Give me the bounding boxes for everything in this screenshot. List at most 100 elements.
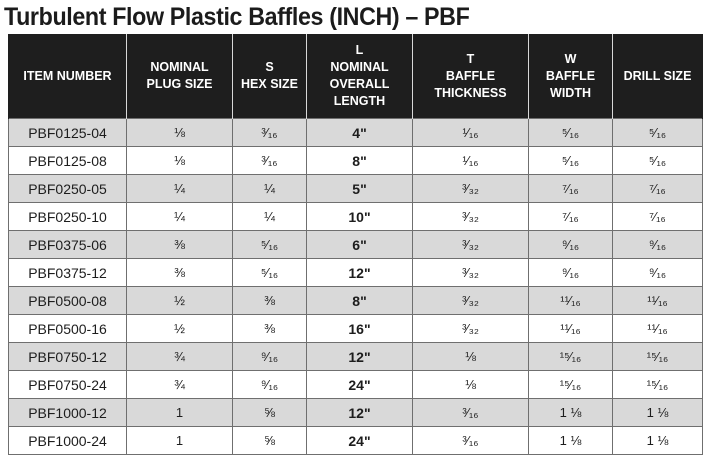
thickness-cell: ³⁄₃₂: [412, 174, 529, 203]
plug-size-cell: ⅛: [126, 118, 233, 147]
plug-size-cell: 1: [126, 426, 233, 455]
thickness-cell: ¹⁄₁₆: [412, 146, 529, 175]
length-cell: 12": [306, 398, 413, 427]
header-line: LENGTH: [333, 94, 386, 108]
header-line: W: [564, 51, 577, 66]
item-number-cell: PBF0250-10: [8, 202, 127, 231]
hex-size-cell: ¼: [232, 202, 307, 231]
length-cell: 24": [306, 426, 413, 455]
length-cell: 4": [306, 118, 413, 147]
plug-size-cell: ⅜: [126, 230, 233, 259]
table-row: PBF0250-10 ¼ ¼ 10" ³⁄₃₂ ⁷⁄₁₆ ⁷⁄₁₆: [8, 202, 703, 231]
hex-size-cell: ³⁄₁₆: [232, 146, 307, 175]
header-line: T: [466, 51, 475, 66]
header-baffle-width: W BAFFLE WIDTH: [528, 34, 613, 119]
plug-size-cell: ¼: [126, 174, 233, 203]
table-row: PBF0375-12 ⅜ ⁵⁄₁₆ 12" ³⁄₃₂ ⁹⁄₁₆ ⁹⁄₁₆: [8, 258, 703, 287]
page-title: Turbulent Flow Plastic Baffles (INCH) – …: [4, 3, 470, 31]
header-line: S: [265, 60, 274, 74]
plug-size-cell: 1: [126, 398, 233, 427]
item-number-cell: PBF0750-12: [8, 342, 127, 371]
length-cell: 5": [306, 174, 413, 203]
drill-size-cell: ⁹⁄₁₆: [612, 258, 703, 287]
item-number-cell: PBF0375-12: [8, 258, 127, 287]
item-number-cell: PBF1000-24: [8, 426, 127, 455]
table-row: PBF0375-06 ⅜ ⁵⁄₁₆ 6" ³⁄₃₂ ⁹⁄₁₆ ⁹⁄₁₆: [8, 230, 703, 259]
thickness-cell: ³⁄₁₆: [412, 398, 529, 427]
hex-size-cell: ⅜: [232, 314, 307, 343]
plug-size-cell: ½: [126, 314, 233, 343]
hex-size-cell: ⅝: [232, 426, 307, 455]
hex-size-cell: ³⁄₁₆: [232, 118, 307, 147]
header-baffle-thickness: T BAFFLE THICKNESS: [412, 34, 529, 119]
length-cell: 16": [306, 314, 413, 343]
header-line: THICKNESS: [434, 85, 507, 100]
length-cell: 8": [306, 286, 413, 315]
width-cell: ¹¹⁄₁₆: [528, 286, 613, 315]
thickness-cell: ³⁄₃₂: [412, 286, 529, 315]
hex-size-cell: ⁹⁄₁₆: [232, 342, 307, 371]
item-number-cell: PBF0250-05: [8, 174, 127, 203]
plug-size-cell: ¼: [126, 202, 233, 231]
drill-size-cell: ⁷⁄₁₆: [612, 174, 703, 203]
hex-size-cell: ⅝: [232, 398, 307, 427]
length-cell: 24": [306, 370, 413, 399]
plug-size-cell: ½: [126, 286, 233, 315]
hex-size-cell: ⅜: [232, 286, 307, 315]
width-cell: 1 ⅛: [528, 398, 613, 427]
table-row: PBF0750-12 ¾ ⁹⁄₁₆ 12" ⅛ ¹⁵⁄₁₆ ¹⁵⁄₁₆: [8, 342, 703, 371]
header-line: HEX SIZE: [241, 77, 298, 91]
drill-size-cell: 1 ⅛: [612, 426, 703, 455]
table-row: PBF0125-08 ⅛ ³⁄₁₆ 8" ¹⁄₁₆ ⁵⁄₁₆ ⁵⁄₁₆: [8, 146, 703, 175]
baffles-table: ITEM NUMBER NOMINAL PLUG SIZE S HEX SIZE L…: [8, 34, 703, 455]
table-row: PBF0500-16 ½ ⅜ 16" ³⁄₃₂ ¹¹⁄₁₆ ¹¹⁄₁₆: [8, 314, 703, 343]
drill-size-cell: ⁵⁄₁₆: [612, 118, 703, 147]
width-cell: ⁷⁄₁₆: [528, 202, 613, 231]
thickness-cell: ³⁄₃₂: [412, 202, 529, 231]
width-cell: ¹⁵⁄₁₆: [528, 370, 613, 399]
drill-size-cell: ¹¹⁄₁₆: [612, 314, 703, 343]
width-cell: ¹⁵⁄₁₆: [528, 342, 613, 371]
hex-size-cell: ¼: [232, 174, 307, 203]
width-cell: 1 ⅛: [528, 426, 613, 455]
width-cell: ⁵⁄₁₆: [528, 146, 613, 175]
drill-size-cell: 1 ⅛: [612, 398, 703, 427]
width-cell: ¹¹⁄₁₆: [528, 314, 613, 343]
header-line: NOMINAL: [330, 60, 389, 74]
header-line: PLUG SIZE: [146, 77, 213, 91]
table-row: PBF0250-05 ¼ ¼ 5" ³⁄₃₂ ⁷⁄₁₆ ⁷⁄₁₆: [8, 174, 703, 203]
header-row: ITEM NUMBER NOMINAL PLUG SIZE S HEX SIZE L…: [8, 34, 703, 119]
header-line: OVERALL: [329, 77, 390, 91]
thickness-cell: ⅛: [412, 342, 529, 371]
thickness-cell: ⅛: [412, 370, 529, 399]
header-drill-size: DRILL SIZE: [612, 34, 703, 119]
drill-size-cell: ¹¹⁄₁₆: [612, 286, 703, 315]
table-row: PBF0750-24 ¾ ⁹⁄₁₆ 24" ⅛ ¹⁵⁄₁₆ ¹⁵⁄₁₆: [8, 370, 703, 399]
header-line: DRILL SIZE: [623, 68, 692, 83]
thickness-cell: ³⁄₃₂: [412, 314, 529, 343]
width-cell: ⁹⁄₁₆: [528, 230, 613, 259]
length-cell: 10": [306, 202, 413, 231]
item-number-cell: PBF0125-08: [8, 146, 127, 175]
item-number-cell: PBF0500-16: [8, 314, 127, 343]
header-line: BAFFLE: [545, 68, 596, 83]
header-overall-length: L NOMINAL OVERALL LENGTH: [306, 34, 413, 119]
length-cell: 12": [306, 342, 413, 371]
length-cell: 12": [306, 258, 413, 287]
width-cell: ⁵⁄₁₆: [528, 118, 613, 147]
item-number-cell: PBF1000-12: [8, 398, 127, 427]
plug-size-cell: ¾: [126, 342, 233, 371]
thickness-cell: ³⁄₃₂: [412, 230, 529, 259]
drill-size-cell: ¹⁵⁄₁₆: [612, 342, 703, 371]
thickness-cell: ³⁄₃₂: [412, 258, 529, 287]
thickness-cell: ³⁄₁₆: [412, 426, 529, 455]
drill-size-cell: ¹⁵⁄₁₆: [612, 370, 703, 399]
width-cell: ⁹⁄₁₆: [528, 258, 613, 287]
item-number-cell: PBF0375-06: [8, 230, 127, 259]
header-nominal-plug-size: NOMINAL PLUG SIZE: [126, 34, 233, 119]
length-cell: 8": [306, 146, 413, 175]
item-number-cell: PBF0500-08: [8, 286, 127, 315]
plug-size-cell: ⅜: [126, 258, 233, 287]
plug-size-cell: ⅛: [126, 146, 233, 175]
